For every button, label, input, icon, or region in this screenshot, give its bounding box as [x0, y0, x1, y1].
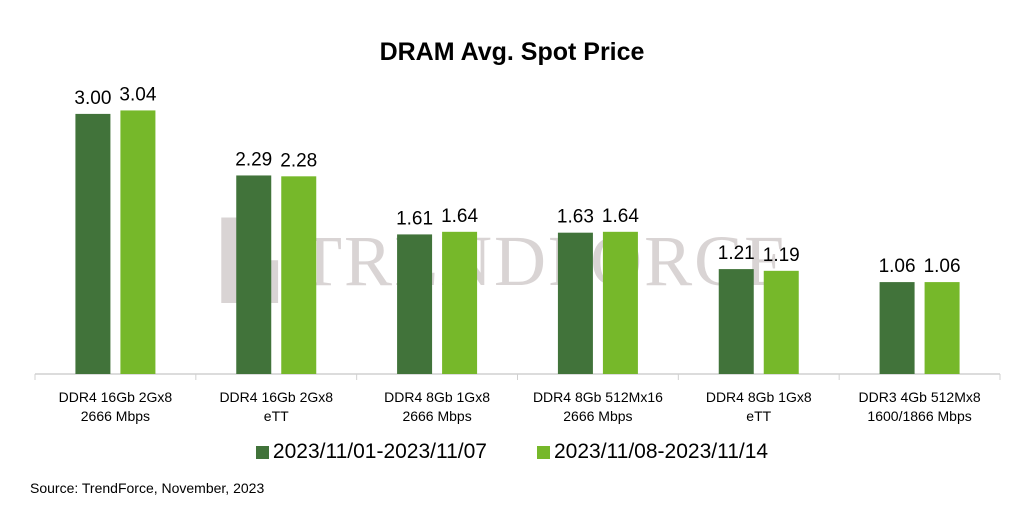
category-label: eTT	[746, 408, 771, 424]
data-label: 1.61	[396, 208, 433, 229]
data-label: 1.64	[441, 206, 478, 227]
data-label: 2.28	[280, 150, 317, 171]
legend-item-week1: 2023/11/01-2023/11/07	[255, 440, 487, 464]
bar-2	[924, 282, 960, 374]
category-label: 1600/1866 Mbps	[867, 408, 971, 424]
data-label: 3.04	[119, 84, 156, 105]
bar-1	[557, 232, 593, 374]
legend: 2023/11/01-2023/11/07 2023/11/08-2023/11…	[0, 440, 1024, 464]
source-note: Source: TrendForce, November, 2023	[30, 480, 265, 496]
category-label: 2666 Mbps	[563, 408, 632, 424]
category-label: 2666 Mbps	[402, 408, 471, 424]
data-label: 2.29	[235, 149, 272, 170]
category-label: DDR3 4Gb 512Mx8	[858, 389, 980, 405]
data-label: 1.64	[602, 206, 639, 227]
data-label: 1.21	[718, 243, 755, 264]
bar-2	[120, 110, 156, 374]
category-label: DDR4 8Gb 1Gx8	[384, 389, 490, 405]
category-label: DDR4 16Gb 2Gx8	[219, 389, 333, 405]
bar-2	[281, 176, 317, 374]
legend-swatch	[537, 445, 550, 459]
data-label: 1.63	[557, 207, 594, 228]
bar-1	[75, 113, 111, 375]
trendforce-watermark: ▙ TRENDFORCE	[222, 221, 791, 301]
bar-2	[602, 231, 638, 374]
bar-2	[763, 270, 799, 374]
data-label: 1.06	[924, 256, 961, 277]
legend-label: 2023/11/08-2023/11/14	[554, 440, 769, 463]
legend-item-week2: 2023/11/08-2023/11/14	[537, 440, 768, 464]
data-label: 3.00	[74, 88, 111, 109]
bar-1	[236, 175, 272, 374]
category-label: DDR4 16Gb 2Gx8	[59, 389, 173, 405]
bar-1	[718, 269, 754, 374]
category-label: eTT	[264, 408, 289, 424]
category-label: DDR4 8Gb 1Gx8	[706, 389, 812, 405]
bar-1	[879, 282, 915, 374]
data-label: 1.06	[879, 256, 916, 277]
category-label: DDR4 8Gb 512Mx16	[533, 389, 663, 405]
legend-label: 2023/11/01-2023/11/07	[272, 440, 487, 463]
legend-swatch	[255, 445, 269, 459]
plot-area: 3.00 3.04 DDR4 16Gb 2Gx8 2666 Mbps 2.29 2.28 D…	[34, 84, 1001, 424]
category-label: 2666 Mbps	[81, 408, 150, 424]
bar-1	[397, 234, 433, 374]
chart-title: DRAM Avg. Spot Price	[379, 38, 645, 66]
data-label: 1.19	[763, 245, 800, 266]
bar-2	[442, 231, 478, 374]
